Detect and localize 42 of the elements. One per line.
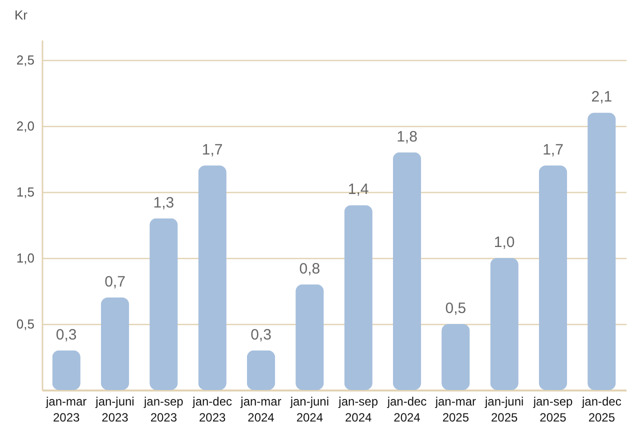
x-tick-label: jan-mar 2023 xyxy=(44,394,87,424)
bar xyxy=(392,152,422,390)
x-tick-label: jan-sep 2024 xyxy=(338,394,378,424)
y-axis-title: Kr xyxy=(14,8,28,22)
y-tick-label: 2,5 xyxy=(16,52,34,68)
bar xyxy=(246,350,276,390)
y-tick-label: 0,5 xyxy=(16,316,34,332)
data-label: 0,3 xyxy=(250,326,272,344)
data-label: 1,7 xyxy=(542,141,564,158)
y-tick-label: 1,5 xyxy=(16,184,34,200)
y-tick-label: 1,0 xyxy=(16,250,34,266)
x-tick-label: jan-dec 2024 xyxy=(386,394,427,424)
bar xyxy=(198,165,226,390)
bar xyxy=(296,284,324,390)
bar xyxy=(150,218,178,390)
bar xyxy=(588,112,616,390)
data-label: 0,7 xyxy=(104,274,126,291)
data-label: 1,0 xyxy=(494,234,515,251)
x-tick-label: jan-dec 2025 xyxy=(580,394,622,424)
data-label: 1,3 xyxy=(153,194,174,212)
x-tick-label: jan-mar 2025 xyxy=(434,394,476,424)
data-label: 2,1 xyxy=(591,88,612,106)
bar xyxy=(52,350,80,390)
data-label: 0,5 xyxy=(445,300,466,317)
x-tick-label: jan-dec 2023 xyxy=(192,394,232,424)
x-tick-label: jan-juni 2023 xyxy=(94,394,134,424)
y-tick-label: 2,0 xyxy=(16,118,34,134)
bar xyxy=(490,258,518,390)
bar xyxy=(538,165,568,390)
data-label: 0,8 xyxy=(299,260,320,278)
data-label: 0,3 xyxy=(56,326,77,344)
bar xyxy=(100,298,130,390)
bar xyxy=(442,324,470,390)
x-tick-label: jan-juni 2024 xyxy=(289,394,330,424)
x-tick-label: jan-sep 2023 xyxy=(142,394,184,424)
x-tick-label: jan-sep 2025 xyxy=(532,394,574,424)
bar xyxy=(344,205,372,390)
x-tick-label: jan-juni 2025 xyxy=(484,394,524,424)
x-tick-label: jan-mar 2024 xyxy=(240,394,282,424)
data-label: 1,4 xyxy=(348,181,369,198)
data-label: 1,8 xyxy=(396,128,418,146)
data-label: 1,7 xyxy=(202,141,223,158)
